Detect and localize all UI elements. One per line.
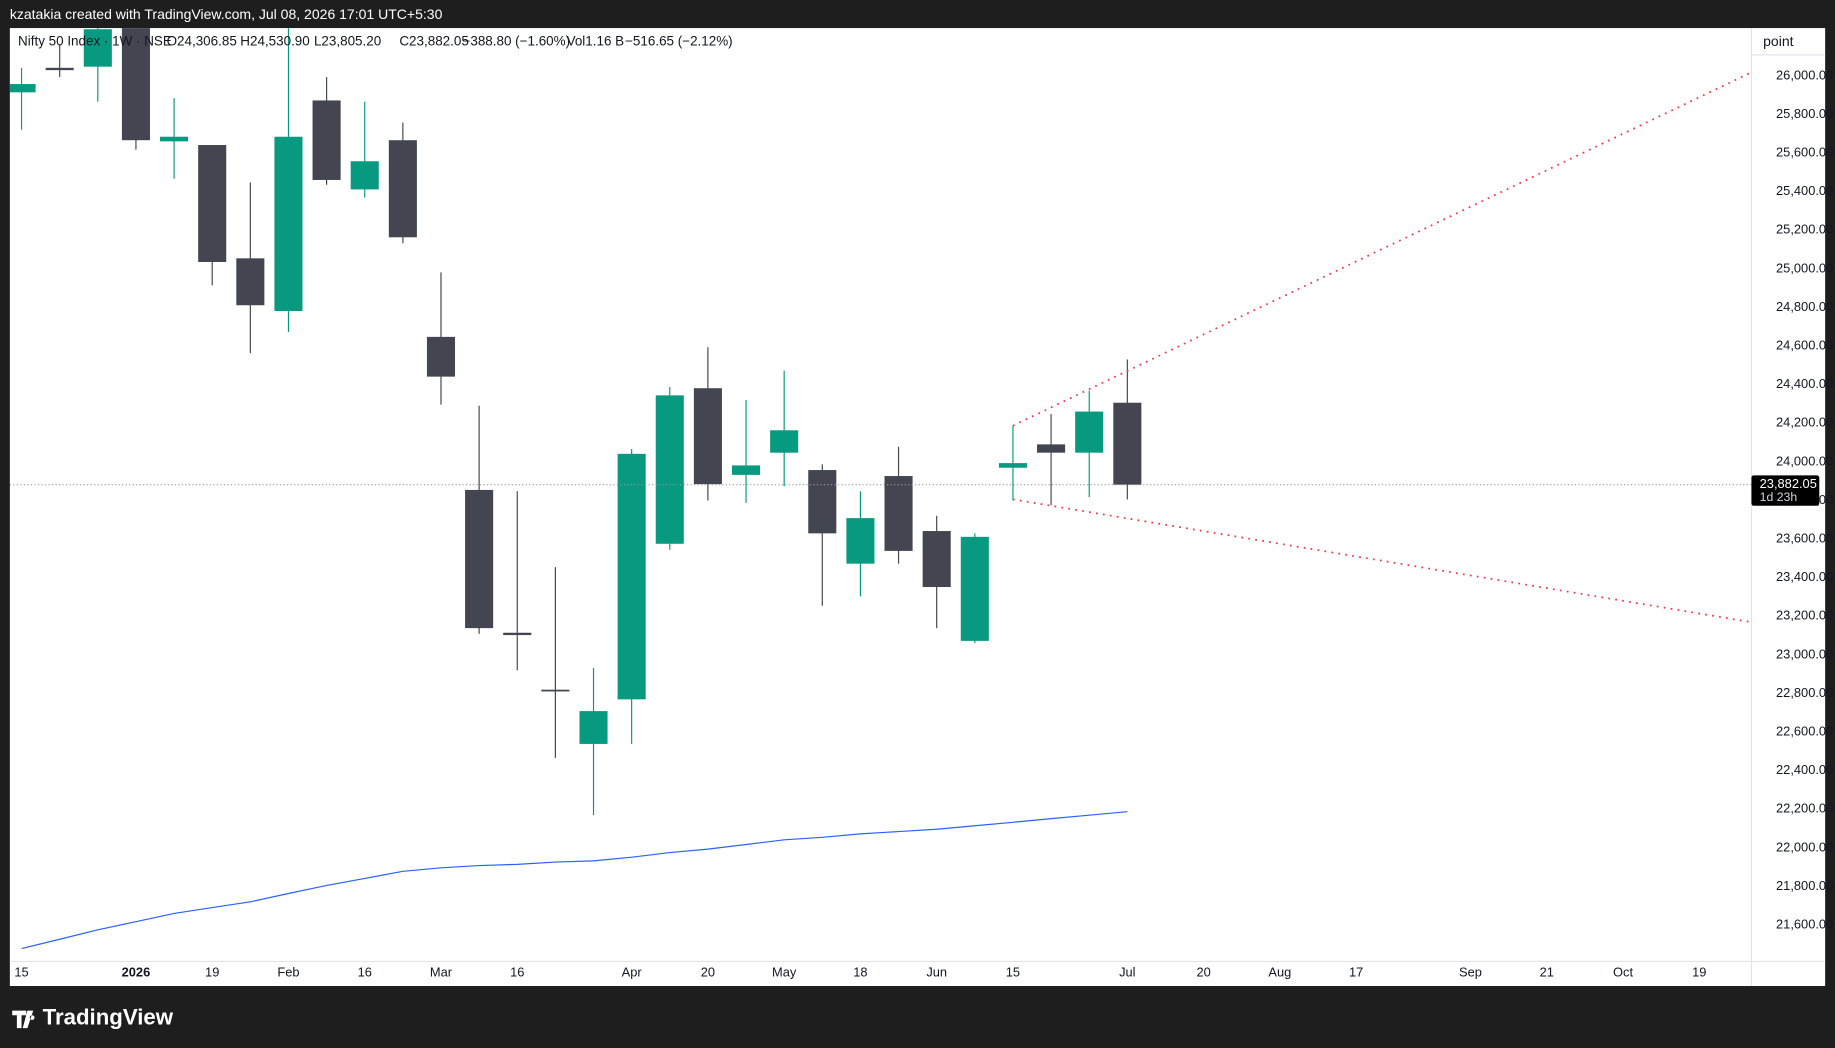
candle-body	[1113, 402, 1142, 485]
candle-body	[503, 632, 532, 636]
y-tick-label: 22,400.00	[1776, 762, 1833, 777]
x-tick-label: 2026	[122, 965, 151, 980]
candle-body	[274, 136, 303, 312]
y-tick-label: 23,200.00	[1776, 608, 1833, 623]
candle-body	[1075, 411, 1104, 453]
y-tick-label: 23,600.00	[1776, 531, 1833, 546]
last-price-box	[1751, 475, 1820, 506]
legend-value: O24,306.85	[167, 34, 237, 49]
candle-body	[846, 518, 875, 564]
candle-body	[45, 67, 74, 71]
candle-body	[160, 136, 189, 142]
candle-body	[770, 430, 799, 453]
y-tick-label: 25,800.00	[1776, 106, 1833, 121]
y-tick-label: 25,000.00	[1776, 260, 1833, 275]
candle-body	[312, 100, 341, 180]
candle-body	[121, 28, 150, 141]
x-tick-label: 16	[510, 965, 524, 980]
legend-value: −516.65 (−2.12%)	[625, 34, 733, 49]
legend-symbol: Nifty 50 Index · 1W · NSE	[18, 34, 172, 49]
candle-body	[236, 258, 265, 306]
y-tick-label: 22,600.00	[1776, 724, 1833, 739]
candle-body	[198, 145, 227, 262]
x-tick-label: 21	[1540, 965, 1554, 980]
x-tick-label: Oct	[1613, 965, 1633, 980]
x-tick-label: Mar	[430, 965, 453, 980]
candle-body	[465, 489, 494, 629]
axis-unit[interactable]: point	[1763, 33, 1793, 49]
x-tick-label: Apr	[622, 965, 643, 980]
candle-body	[541, 689, 570, 692]
y-tick-label: 23,000.00	[1776, 646, 1833, 661]
x-tick-label: Sep	[1459, 965, 1482, 980]
y-tick-label: 24,600.00	[1776, 338, 1833, 353]
candle-body	[9, 84, 36, 93]
y-tick-label: 23,400.00	[1776, 569, 1833, 584]
footer-brand[interactable]: TradingView	[43, 1005, 174, 1030]
y-tick-label: 21,600.00	[1776, 917, 1833, 932]
candle-body	[617, 453, 646, 700]
candle-body	[350, 161, 379, 190]
y-tick-label: 24,800.00	[1776, 299, 1833, 314]
x-tick-label: May	[772, 965, 797, 980]
last-price-label: 23,882.05	[1760, 476, 1817, 491]
y-tick-label: 24,200.00	[1776, 415, 1833, 430]
candle-body	[83, 29, 112, 67]
last-price-countdown: 1d 23h	[1760, 490, 1798, 504]
candle-body	[884, 476, 913, 551]
plot	[9, 28, 1752, 950]
candle-body	[1037, 444, 1066, 453]
legend-value: C23,882.05	[399, 34, 468, 49]
x-tick-label: 15	[1006, 965, 1020, 980]
y-tick-label: 22,800.00	[1776, 685, 1833, 700]
footer-logo	[12, 1010, 35, 1029]
y-tick-label: 26,000.00	[1776, 67, 1833, 82]
y-tick-label: 22,200.00	[1776, 801, 1833, 816]
x-tick-label: 19	[205, 965, 219, 980]
candle-body	[579, 711, 608, 744]
candle-body	[426, 336, 456, 377]
legend-value: H24,530.90	[240, 34, 309, 49]
x-tick-label: Aug	[1268, 965, 1291, 980]
candle-body	[808, 470, 837, 534]
x-tick-label: Feb	[277, 965, 299, 980]
x-tick-label: 15	[14, 965, 28, 980]
moving-average	[21, 811, 1128, 950]
candle-body	[655, 395, 684, 544]
x-tick-label: 18	[853, 965, 867, 980]
candle-body	[731, 465, 761, 475]
x-tick-label: 17	[1349, 965, 1363, 980]
legend-value: L23,805.20	[314, 34, 381, 49]
y-tick-label: 25,400.00	[1776, 183, 1833, 198]
x-tick-label: 16	[358, 965, 372, 980]
x-tick-label: 20	[1196, 965, 1210, 980]
chart-panel	[9, 28, 1826, 987]
y-tick-label: 24,000.00	[1776, 453, 1833, 468]
y-tick-label: 24,400.00	[1776, 376, 1833, 391]
candle-body	[998, 463, 1027, 468]
y-tick-label: 21,800.00	[1776, 878, 1833, 893]
header-text: kzatakia created with TradingView.com, J…	[10, 6, 443, 22]
candle-body	[922, 531, 951, 588]
trend-line	[1012, 71, 1752, 427]
y-tick-label: 22,000.00	[1776, 839, 1833, 854]
candle-body	[388, 140, 417, 238]
x-tick-label: 20	[701, 965, 715, 980]
candle-body	[960, 536, 989, 641]
x-tick-label: Jul	[1119, 965, 1135, 980]
y-tick-label: 25,200.00	[1776, 222, 1833, 237]
legend-value: Vol1.16 B	[567, 34, 625, 49]
candle-body	[693, 388, 722, 485]
x-tick-label: Jun	[926, 965, 947, 980]
x-tick-label: 19	[1692, 965, 1706, 980]
y-tick-label: 25,600.00	[1776, 145, 1833, 160]
legend-value: −388.80 (−1.60%)	[463, 34, 571, 49]
